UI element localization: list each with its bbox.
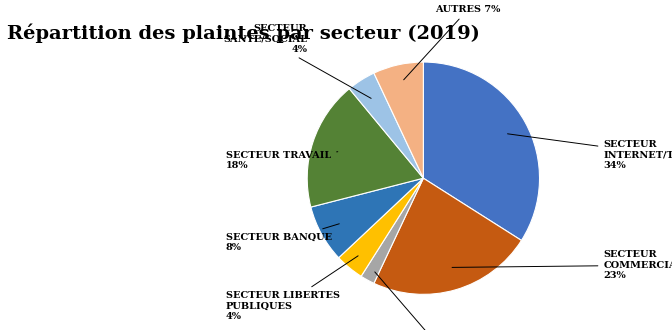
- Text: SECTEUR LIBERTES
PUBLIQUES
4%: SECTEUR LIBERTES PUBLIQUES 4%: [226, 256, 358, 321]
- Text: SECTEUR
POLICE/JUSTICE
2%: SECTEUR POLICE/JUSTICE 2%: [375, 272, 491, 330]
- Wedge shape: [361, 178, 423, 283]
- Text: AUTRES 7%: AUTRES 7%: [404, 5, 501, 80]
- Wedge shape: [311, 178, 423, 258]
- Text: SECTEUR BANQUE
8%: SECTEUR BANQUE 8%: [226, 224, 339, 252]
- Text: Répartition des plaintes par secteur (2019): Répartition des plaintes par secteur (20…: [7, 23, 480, 43]
- Wedge shape: [349, 73, 423, 178]
- Wedge shape: [374, 62, 423, 178]
- Text: SECTEUR
INTERNET/TELECOM
34%: SECTEUR INTERNET/TELECOM 34%: [507, 134, 672, 170]
- Wedge shape: [423, 62, 540, 241]
- Wedge shape: [339, 178, 423, 276]
- Wedge shape: [374, 178, 521, 294]
- Wedge shape: [307, 89, 423, 207]
- Text: SECTEUR
SANTE/SOCIAL
4%: SECTEUR SANTE/SOCIAL 4%: [223, 24, 371, 98]
- Text: SECTEUR TRAVAIL
18%: SECTEUR TRAVAIL 18%: [226, 151, 338, 171]
- Text: SECTEUR
COMMERCIAL
23%: SECTEUR COMMERCIAL 23%: [452, 250, 672, 280]
